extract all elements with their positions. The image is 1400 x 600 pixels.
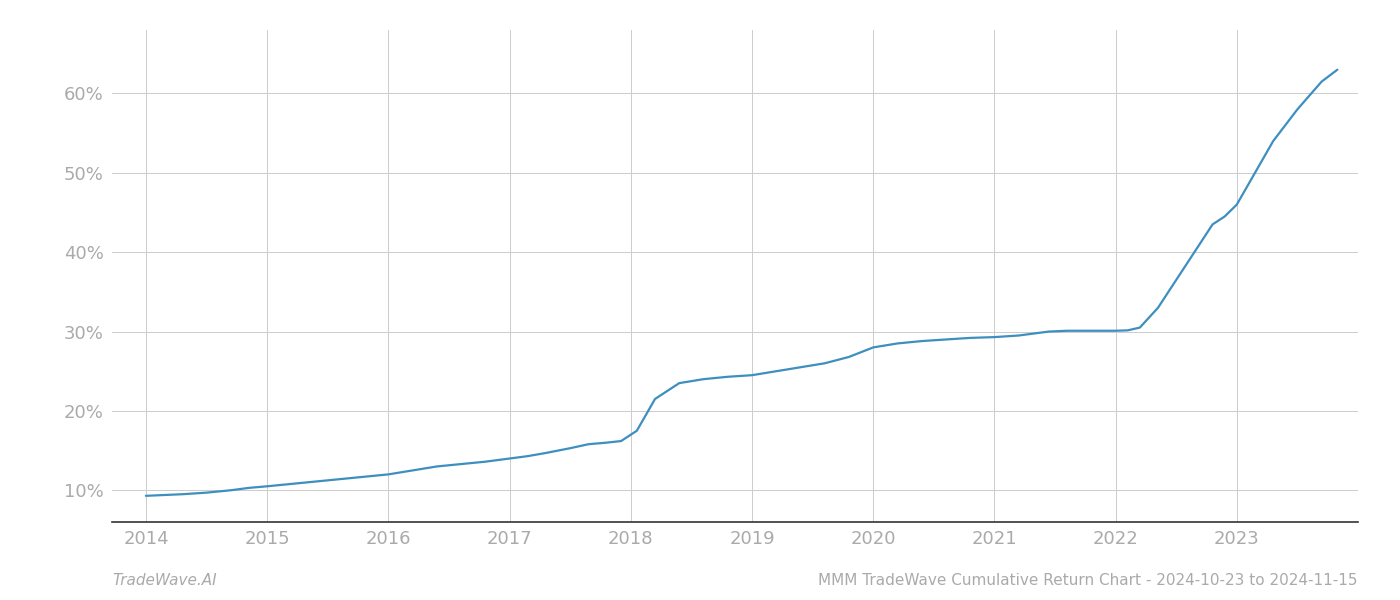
Text: TradeWave.AI: TradeWave.AI (112, 573, 217, 588)
Text: MMM TradeWave Cumulative Return Chart - 2024-10-23 to 2024-11-15: MMM TradeWave Cumulative Return Chart - … (819, 573, 1358, 588)
